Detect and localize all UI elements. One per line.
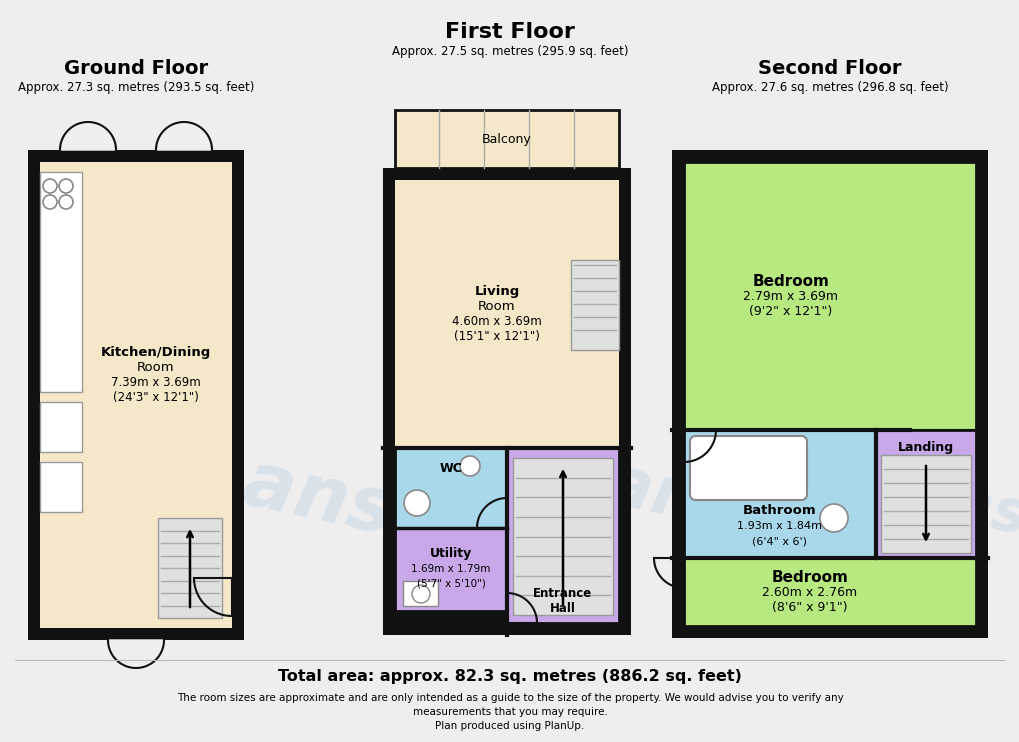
Text: mans: mans — [534, 437, 745, 543]
Text: WC: WC — [439, 462, 462, 474]
Text: Room: Room — [478, 300, 516, 313]
Text: Balcony: Balcony — [482, 133, 531, 145]
Bar — [40, 462, 82, 512]
Text: Second Floor: Second Floor — [757, 59, 901, 77]
Text: Approx. 27.3 sq. metres (293.5 sq. feet): Approx. 27.3 sq. metres (293.5 sq. feet) — [17, 82, 254, 94]
Bar — [40, 162, 231, 628]
Bar — [513, 458, 612, 615]
Text: (6'4" x 6'): (6'4" x 6') — [752, 536, 807, 546]
Bar — [684, 430, 875, 558]
Text: Plan produced using PlanUp.: Plan produced using PlanUp. — [435, 721, 584, 731]
Text: The room sizes are approximate and are only intended as a guide to the size of t: The room sizes are approximate and are o… — [176, 693, 843, 703]
Text: Approx. 27.6 sq. metres (296.8 sq. feet): Approx. 27.6 sq. metres (296.8 sq. feet) — [711, 82, 948, 94]
Bar — [158, 518, 222, 618]
Text: Approx. 27.5 sq. metres (295.9 sq. feet): Approx. 27.5 sq. metres (295.9 sq. feet) — [391, 45, 628, 59]
Bar — [394, 110, 619, 168]
Bar — [382, 168, 631, 635]
Bar — [403, 581, 437, 606]
Bar — [672, 150, 987, 638]
Bar — [394, 180, 619, 448]
Text: (8'6" x 9'1"): (8'6" x 9'1") — [771, 600, 847, 614]
Bar — [897, 430, 975, 470]
Text: 7.39m x 3.69m: 7.39m x 3.69m — [111, 376, 201, 389]
Text: Kitchen/Dining: Kitchen/Dining — [101, 346, 211, 359]
Text: 2.79m x 3.69m: 2.79m x 3.69m — [743, 289, 838, 303]
Bar — [40, 402, 82, 452]
Text: mans: mans — [159, 430, 400, 551]
Text: (5'7" x 5'10"): (5'7" x 5'10") — [416, 579, 485, 589]
Text: First Floor: First Floor — [444, 22, 575, 42]
Polygon shape — [60, 122, 116, 150]
Polygon shape — [156, 122, 212, 150]
Text: Sals: Sals — [407, 401, 573, 499]
Text: measurements that you may require.: measurements that you may require. — [412, 707, 607, 717]
Text: Total area: approx. 82.3 sq. metres (886.2 sq. feet): Total area: approx. 82.3 sq. metres (886… — [278, 669, 741, 683]
Text: Bedroom: Bedroom — [752, 274, 828, 289]
Text: (15'1" x 12'1"): (15'1" x 12'1") — [453, 330, 539, 343]
Text: 4.60m x 3.69m: 4.60m x 3.69m — [451, 315, 541, 328]
Bar — [684, 558, 975, 626]
Text: 1.93m x 1.84m: 1.93m x 1.84m — [737, 521, 821, 531]
Text: (9'2" x 12'1"): (9'2" x 12'1") — [749, 304, 832, 318]
Text: Bathroom: Bathroom — [743, 505, 816, 517]
Text: Tris: Tris — [57, 398, 222, 502]
Bar — [875, 430, 975, 558]
Text: (24'3" x 12'1"): (24'3" x 12'1") — [113, 391, 199, 404]
Text: Bedroom: Bedroom — [770, 570, 848, 585]
Bar — [506, 448, 619, 623]
Bar — [40, 172, 82, 392]
Circle shape — [404, 490, 430, 516]
Text: mans: mans — [847, 454, 1019, 546]
Bar — [394, 448, 506, 528]
Text: Living: Living — [474, 285, 519, 298]
Bar — [684, 162, 975, 430]
Polygon shape — [108, 640, 164, 668]
Bar — [394, 528, 506, 611]
FancyBboxPatch shape — [689, 436, 806, 500]
Text: Room: Room — [137, 361, 174, 374]
Circle shape — [460, 456, 480, 476]
Text: Entrance
Hall: Entrance Hall — [533, 587, 592, 615]
Bar — [571, 260, 619, 350]
Bar — [28, 150, 244, 640]
Text: Utility: Utility — [429, 548, 472, 560]
Text: 1.69m x 1.79m: 1.69m x 1.79m — [411, 564, 490, 574]
Bar — [880, 455, 970, 553]
Text: Sals: Sals — [727, 418, 871, 502]
Text: Ground Floor: Ground Floor — [64, 59, 208, 77]
Text: Landing: Landing — [897, 441, 953, 455]
Text: 2.60m x 2.76m: 2.60m x 2.76m — [761, 585, 857, 599]
Circle shape — [819, 504, 847, 532]
